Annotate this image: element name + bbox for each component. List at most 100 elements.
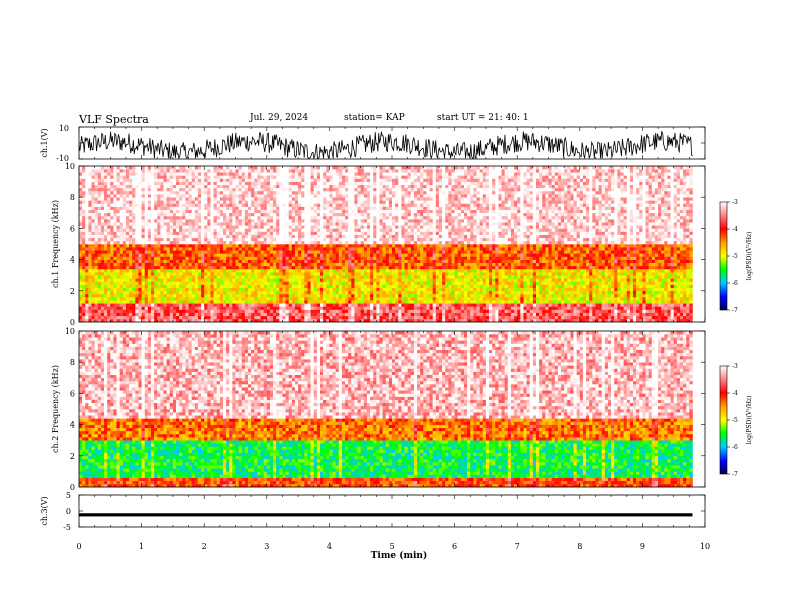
ch1-spec-cell [88,316,91,319]
ch1-spec-cell [189,200,192,203]
ch1-spec-cell [126,225,129,228]
ch1-spec-cell [117,269,120,272]
ch1-spec-cell [217,235,220,238]
ch1-spec-cell [223,225,226,228]
ch1-spec-cell [167,266,170,269]
ch1-spec-cell [123,278,126,281]
ch1-spec-cell [176,260,179,263]
ch1-spec-cell [129,172,132,175]
ch1-spec-cell [157,247,160,250]
ch1-spec-cell [110,235,113,238]
ch1-spec-cell [189,253,192,256]
ch1-spec-cell [132,291,135,294]
ch1-spec-cell [210,272,213,275]
ch1-spec-cell [207,303,210,306]
ch1-spec-cell [88,219,91,222]
ch1-spec-cell [145,225,148,228]
ch1-spec-cell [135,213,138,216]
ch1-spec-cell [88,213,91,216]
ch1-spec-cell [201,178,204,181]
ch1-spec-cell [192,203,195,206]
ch1-spec-cell [170,278,173,281]
ch1-spec-cell [217,182,220,185]
ch1-spec-cell [223,316,226,319]
ch1-spec-cell [214,247,217,250]
ch1-spec-cell [92,175,95,178]
ch1-spec-cell [167,244,170,247]
ch1-spec-cell [214,260,217,263]
ch1-spec-cell [135,169,138,172]
ch1-spec-cell [88,256,91,259]
ch1-spec-cell [145,178,148,181]
ch1-spec-cell [107,253,110,256]
ch1-spec-cell [179,300,182,303]
ch1-spec-cell [214,300,217,303]
ch1-spec-cell [220,207,223,210]
ch1-spec-cell [148,172,151,175]
ch1-spec-cell [120,238,123,241]
ch1-spec-cell [179,238,182,241]
ch1-spec-cell [167,278,170,281]
ch1-spec-cell [98,200,101,203]
ch1-spec-cell [110,272,113,275]
ch1-spec-cell [110,225,113,228]
ch1-spec-cell [142,288,145,291]
ch1-spec-cell [88,182,91,185]
ch1-spec-cell [117,232,120,235]
ch1-spec-cell [195,281,198,284]
ch1-spec-cell [154,247,157,250]
ch1-spec-cell [164,266,167,269]
ch1-spec-cell [113,182,116,185]
ch1-spec-cell [107,313,110,316]
ch1-spec-cell [167,213,170,216]
ch1-spec-cell [182,272,185,275]
ch1-spec-cell [110,200,113,203]
ch1-spec-cell [201,275,204,278]
ch1-spec-cell [135,194,138,197]
ch1-spec-cell [195,244,198,247]
ch1-spec-cell [95,313,98,316]
ch1-spec-cell [104,166,107,169]
ch1-spec-cell [85,285,88,288]
ch1-spec-cell [92,285,95,288]
ch1-spec-cell [104,200,107,203]
ch1-spec-cell [176,197,179,200]
ch1-spec-cell [192,216,195,219]
ch1-spec-cell [226,197,229,200]
ch1-spec-cell [170,210,173,213]
ch1-spec-cell [104,175,107,178]
ch1-spec-cell [101,178,104,181]
ch1-spec-cell [117,288,120,291]
ch1-spec-cell [148,216,151,219]
ch1-spec-cell [217,250,220,253]
ch1-spec-cell [182,232,185,235]
ch1-spec-cell [164,200,167,203]
ch1-spec-cell [98,278,101,281]
ch1-spec-cell [210,210,213,213]
ch1-spec-cell [98,216,101,219]
ch1-spec-cell [101,207,104,210]
ch1-spec-cell [164,172,167,175]
ch1-spec-cell [142,222,145,225]
ch1-spec-cell [142,260,145,263]
ch1-spec-cell [229,203,232,206]
ch1-spec-cell [217,228,220,231]
ch1-spec-cell [104,250,107,253]
ch1-spec-cell [142,263,145,266]
ch1-spec-cell [223,191,226,194]
ch1-spec-cell [226,310,229,313]
ch1-spec-cell [164,303,167,306]
ch1-spec-cell [135,232,138,235]
ch1-spec-cell [182,203,185,206]
ch1-spec-cell [160,175,163,178]
ch1-spec-cell [179,222,182,225]
ch1-spec-cell [223,247,226,250]
ch1-spec-cell [214,266,217,269]
ch1-spec-cell [185,169,188,172]
ch1-spec-cell [217,266,220,269]
ch1-spec-cell [176,266,179,269]
ch1-spec-cell [198,244,201,247]
ch1-spec-cell [204,300,207,303]
ch1-spec-cell [176,188,179,191]
ch1-spec-cell [217,219,220,222]
